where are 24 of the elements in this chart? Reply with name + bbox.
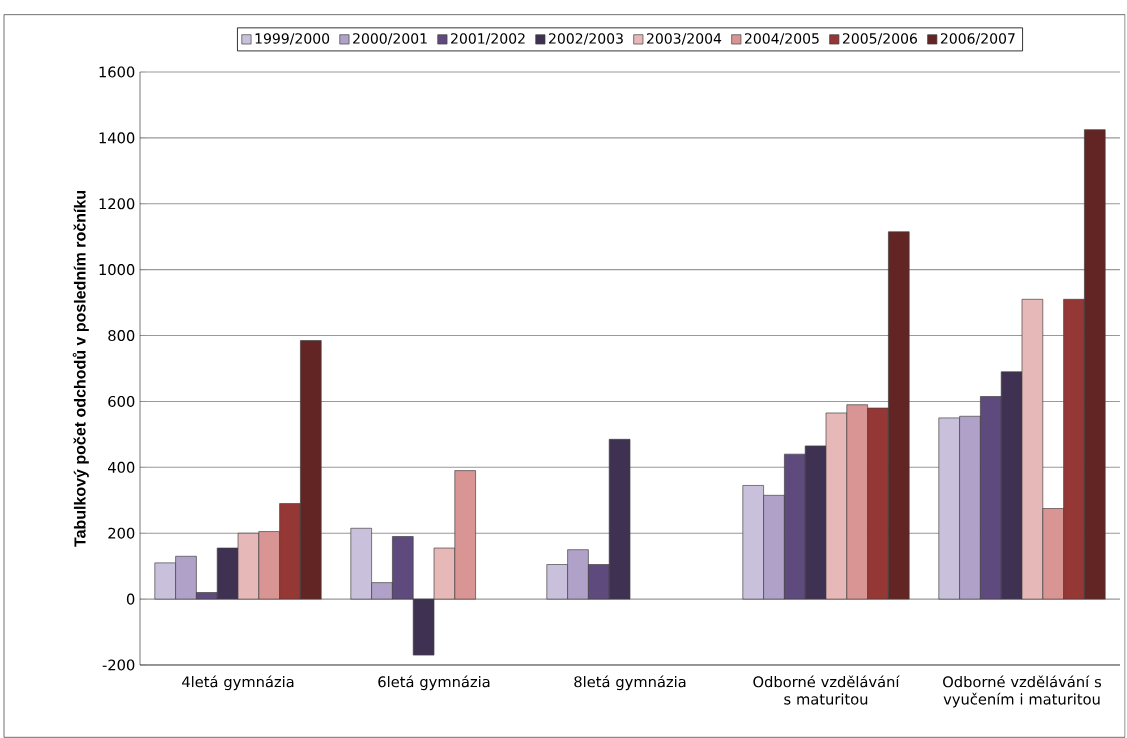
x-tick-label: Odborné vzdělávání s maturitou <box>753 675 900 705</box>
y-tick-label: 0 <box>126 593 135 605</box>
y-tick-label: 200 <box>108 527 135 539</box>
y-tick-label: 400 <box>108 461 135 473</box>
legend-label: 2004/2005 <box>745 33 819 45</box>
y-tick-label: 1000 <box>99 264 135 276</box>
y-tick-label: 1400 <box>99 132 135 144</box>
x-tick-label: Odborné vzdělávání s vyučením i maturitou <box>943 675 1102 708</box>
legend-label: 2006/2007 <box>940 33 1015 45</box>
legend-label: 2003/2004 <box>647 33 722 45</box>
legend-label: 2000/2001 <box>353 33 427 45</box>
legend-label: 2001/2002 <box>451 33 525 45</box>
y-tick-label: 800 <box>108 330 135 342</box>
y-axis-title: Tabulkový počet odchodů v posledním ročníku <box>72 191 89 547</box>
legend-label: 2002/2003 <box>549 33 623 45</box>
y-tick-label: -200 <box>102 659 135 671</box>
y-tick-label: 600 <box>108 395 135 407</box>
legend-label: 1999/2000 <box>255 33 330 45</box>
x-tick-label: 8letá gymnázia <box>574 675 686 691</box>
y-tick-label: 1600 <box>99 66 135 78</box>
x-tick-label: 6letá gymnázia <box>378 675 490 691</box>
legend-label: 2005/2006 <box>842 33 917 45</box>
y-tick-label: 1200 <box>99 198 135 210</box>
x-tick-label: 4letá gymnázia <box>182 675 294 691</box>
